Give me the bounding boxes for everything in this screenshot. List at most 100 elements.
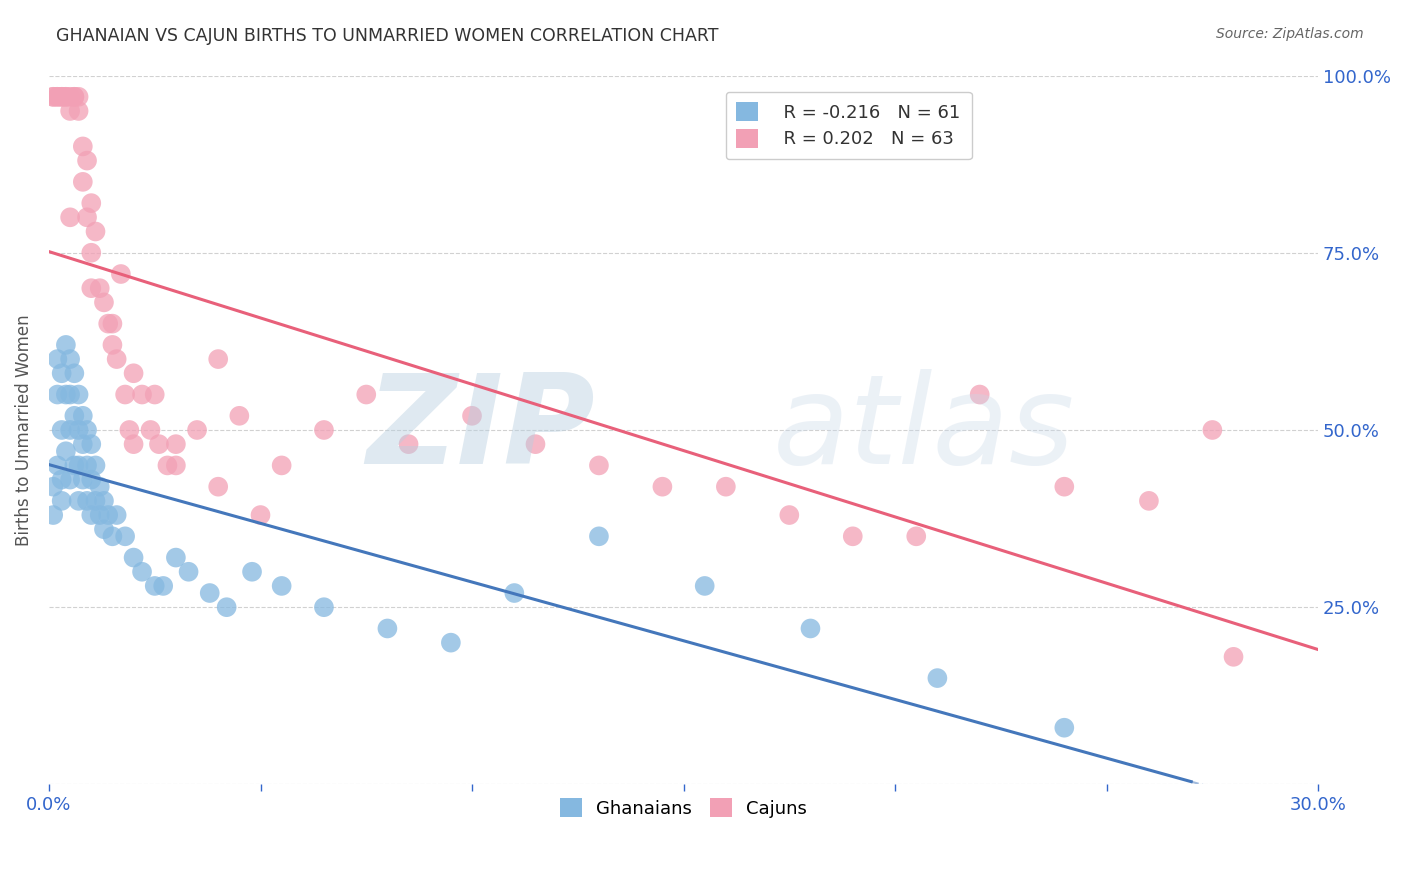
Point	[588, 458, 610, 473]
Point	[440, 635, 463, 649]
Point	[55, 90, 77, 104]
Point	[63, 409, 86, 423]
Point	[270, 579, 292, 593]
Point	[1053, 480, 1076, 494]
Text: atlas: atlas	[772, 369, 1074, 491]
Point	[80, 437, 103, 451]
Point	[118, 423, 141, 437]
Text: GHANAIAN VS CAJUN BIRTHS TO UNMARRIED WOMEN CORRELATION CHART: GHANAIAN VS CAJUN BIRTHS TO UNMARRIED WO…	[56, 27, 718, 45]
Point	[312, 600, 335, 615]
Point	[207, 352, 229, 367]
Point	[97, 317, 120, 331]
Point	[67, 103, 90, 118]
Point	[122, 437, 145, 451]
Point	[76, 458, 98, 473]
Point	[799, 622, 821, 636]
Point	[398, 437, 420, 451]
Point	[76, 211, 98, 225]
Point	[524, 437, 547, 451]
Point	[240, 565, 263, 579]
Point	[165, 458, 187, 473]
Point	[59, 352, 82, 367]
Point	[503, 586, 526, 600]
Point	[42, 508, 65, 522]
Point	[1222, 649, 1244, 664]
Point	[42, 90, 65, 104]
Point	[143, 387, 166, 401]
Point	[67, 423, 90, 437]
Point	[249, 508, 271, 522]
Point	[270, 458, 292, 473]
Point	[105, 352, 128, 367]
Point	[186, 423, 208, 437]
Point	[67, 494, 90, 508]
Point	[165, 550, 187, 565]
Point	[89, 281, 111, 295]
Point	[110, 267, 132, 281]
Point	[55, 338, 77, 352]
Point	[714, 480, 737, 494]
Point	[51, 423, 73, 437]
Point	[80, 196, 103, 211]
Point	[89, 480, 111, 494]
Point	[927, 671, 949, 685]
Point	[63, 90, 86, 104]
Point	[356, 387, 378, 401]
Point	[148, 437, 170, 451]
Point	[67, 90, 90, 104]
Point	[122, 366, 145, 380]
Point	[51, 366, 73, 380]
Point	[76, 494, 98, 508]
Point	[143, 579, 166, 593]
Point	[59, 473, 82, 487]
Point	[59, 211, 82, 225]
Point	[101, 338, 124, 352]
Point	[67, 458, 90, 473]
Point	[105, 508, 128, 522]
Point	[778, 508, 800, 522]
Point	[122, 550, 145, 565]
Text: ZIP: ZIP	[366, 369, 595, 491]
Point	[969, 387, 991, 401]
Point	[139, 423, 162, 437]
Point	[312, 423, 335, 437]
Point	[80, 245, 103, 260]
Point	[93, 295, 115, 310]
Point	[84, 458, 107, 473]
Point	[55, 444, 77, 458]
Point	[842, 529, 865, 543]
Point	[51, 494, 73, 508]
Point	[905, 529, 928, 543]
Point	[46, 387, 69, 401]
Point	[46, 90, 69, 104]
Point	[72, 139, 94, 153]
Point	[177, 565, 200, 579]
Point	[461, 409, 484, 423]
Point	[198, 586, 221, 600]
Point	[42, 90, 65, 104]
Point	[67, 387, 90, 401]
Point	[588, 529, 610, 543]
Point	[63, 90, 86, 104]
Point	[114, 387, 136, 401]
Point	[156, 458, 179, 473]
Point	[93, 494, 115, 508]
Point	[228, 409, 250, 423]
Point	[59, 103, 82, 118]
Point	[59, 423, 82, 437]
Point	[93, 522, 115, 536]
Point	[1053, 721, 1076, 735]
Point	[46, 90, 69, 104]
Point	[131, 565, 153, 579]
Point	[101, 317, 124, 331]
Point	[97, 508, 120, 522]
Point	[59, 387, 82, 401]
Point	[693, 579, 716, 593]
Point	[101, 529, 124, 543]
Point	[63, 458, 86, 473]
Y-axis label: Births to Unmarried Women: Births to Unmarried Women	[15, 314, 32, 546]
Point	[51, 90, 73, 104]
Point	[651, 480, 673, 494]
Point	[76, 423, 98, 437]
Point	[1137, 494, 1160, 508]
